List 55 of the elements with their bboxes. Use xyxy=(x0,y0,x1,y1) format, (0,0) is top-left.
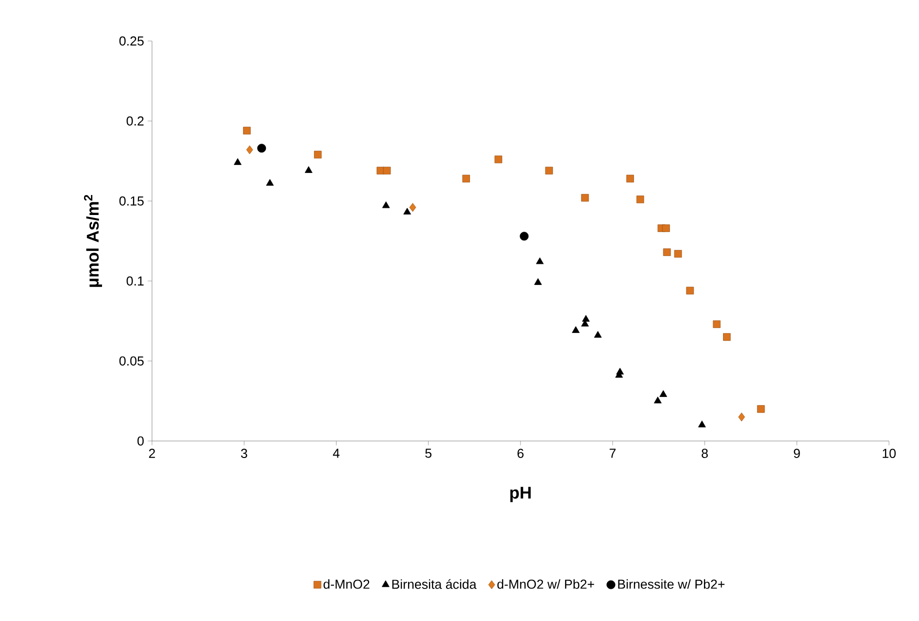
point xyxy=(520,232,529,241)
y-tick-label: 0.15 xyxy=(119,196,144,206)
legend-label: d-MnO2 xyxy=(324,579,370,589)
point xyxy=(581,194,589,202)
point xyxy=(626,174,634,182)
point xyxy=(246,145,254,154)
point xyxy=(594,330,602,338)
point xyxy=(462,174,470,182)
point xyxy=(654,396,662,404)
x-tick-label: 4 xyxy=(332,448,340,458)
point xyxy=(572,326,580,333)
x-axis-title: pH xyxy=(510,486,531,502)
point xyxy=(314,150,322,158)
point xyxy=(662,224,670,232)
point xyxy=(698,420,706,428)
point xyxy=(536,257,544,264)
point xyxy=(409,202,416,212)
legend-label: Birnessite w/ Pb2+ xyxy=(618,579,724,589)
y-tick-label: 0.2 xyxy=(126,116,144,126)
point xyxy=(738,412,745,422)
x-tick-label: 6 xyxy=(518,448,524,458)
point xyxy=(494,156,502,164)
point xyxy=(376,166,384,174)
point xyxy=(712,320,721,328)
y-tick-label: 0.25 xyxy=(119,36,144,46)
point xyxy=(757,405,765,413)
point xyxy=(723,333,731,341)
point xyxy=(234,158,242,165)
x-tick-label: 8 xyxy=(702,448,708,458)
point xyxy=(686,286,694,294)
point xyxy=(243,126,251,134)
y-tick-label: 0.05 xyxy=(119,356,144,366)
point xyxy=(659,390,668,397)
x-tick-label: 9 xyxy=(794,448,800,458)
legend-label: Birnesita ácida xyxy=(392,579,477,589)
x-tick-label: 10 xyxy=(882,448,896,458)
point xyxy=(663,248,671,256)
point xyxy=(674,250,682,258)
x-tick-label: 5 xyxy=(425,448,432,458)
y-axis-title: μmol As/m$^{2}$ xyxy=(84,194,102,287)
legend-label: d-MnO2 w/ Pb2+ xyxy=(497,579,594,589)
point xyxy=(534,278,542,285)
point xyxy=(403,208,412,214)
point xyxy=(257,144,266,153)
x-tick-label: 7 xyxy=(610,448,616,458)
x-tick-label: 2 xyxy=(149,448,155,458)
point xyxy=(383,166,391,174)
point xyxy=(266,178,274,186)
point xyxy=(382,201,390,208)
y-tick-label: 0.1 xyxy=(126,276,144,286)
point xyxy=(636,196,644,204)
point xyxy=(304,166,312,173)
y-tick-label: 0 xyxy=(137,436,144,446)
x-tick-label: 3 xyxy=(241,448,248,458)
point xyxy=(545,166,553,174)
